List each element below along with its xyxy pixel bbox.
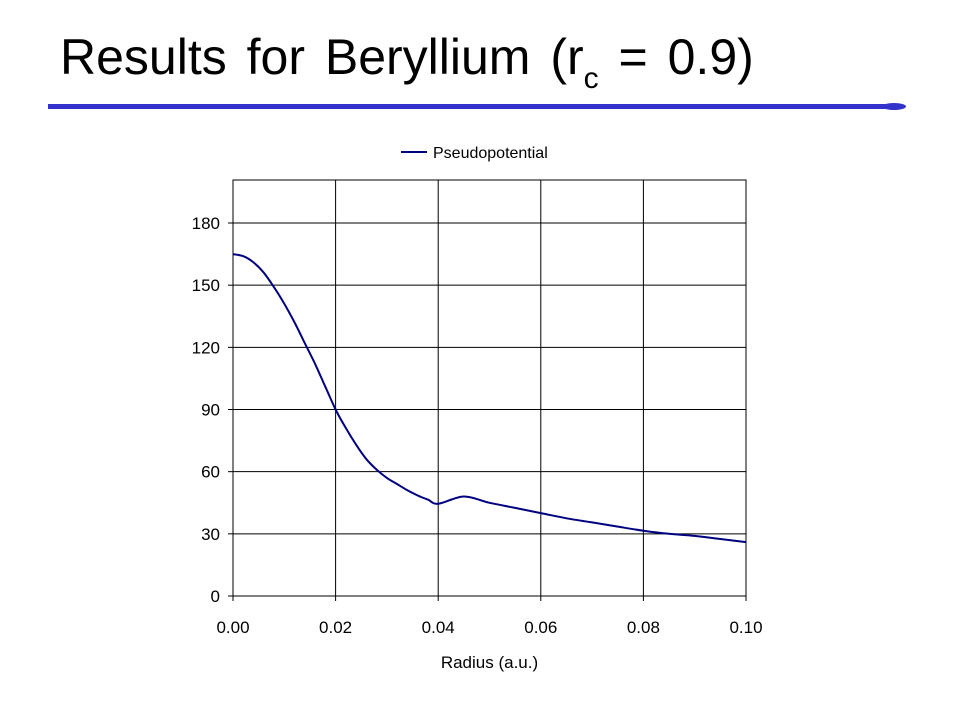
y-tick-label: 120	[192, 338, 220, 357]
title-underline	[48, 103, 906, 110]
title-end: = 0.9)	[598, 29, 754, 85]
legend: Pseudopotential	[401, 145, 548, 162]
x-axis-title: Radius (a.u.)	[441, 653, 538, 672]
y-tick-label: 30	[201, 525, 220, 544]
grid	[228, 179, 747, 601]
page-title: Results for Beryllium (rc = 0.9)	[60, 28, 754, 96]
y-tick-label: 180	[192, 214, 220, 233]
x-tick-label: 0.00	[216, 618, 249, 637]
y-tick-label: 60	[201, 463, 220, 482]
title-main: Results for Beryllium (r	[60, 29, 584, 85]
plot-area-border	[232, 179, 747, 597]
y-tick-label: 90	[201, 401, 220, 420]
y-tick-label: 150	[192, 276, 220, 295]
y-tick-label: 0	[211, 587, 220, 606]
x-tick-label: 0.10	[729, 618, 762, 637]
x-tick-label: 0.04	[422, 618, 455, 637]
legend-label: Pseudopotential	[433, 145, 548, 162]
x-tick-label: 0.08	[627, 618, 660, 637]
x-tick-label: 0.06	[524, 618, 557, 637]
title-subscript: c	[583, 62, 599, 95]
series-layer	[232, 253, 747, 544]
tick-labels: 0.00 0.02 0.04 0.06 0.08 0.10 0 30 60 90 120 150 180	[192, 214, 763, 637]
x-tick-label: 0.02	[319, 618, 352, 637]
series-line-pseudopotential	[232, 253, 747, 544]
